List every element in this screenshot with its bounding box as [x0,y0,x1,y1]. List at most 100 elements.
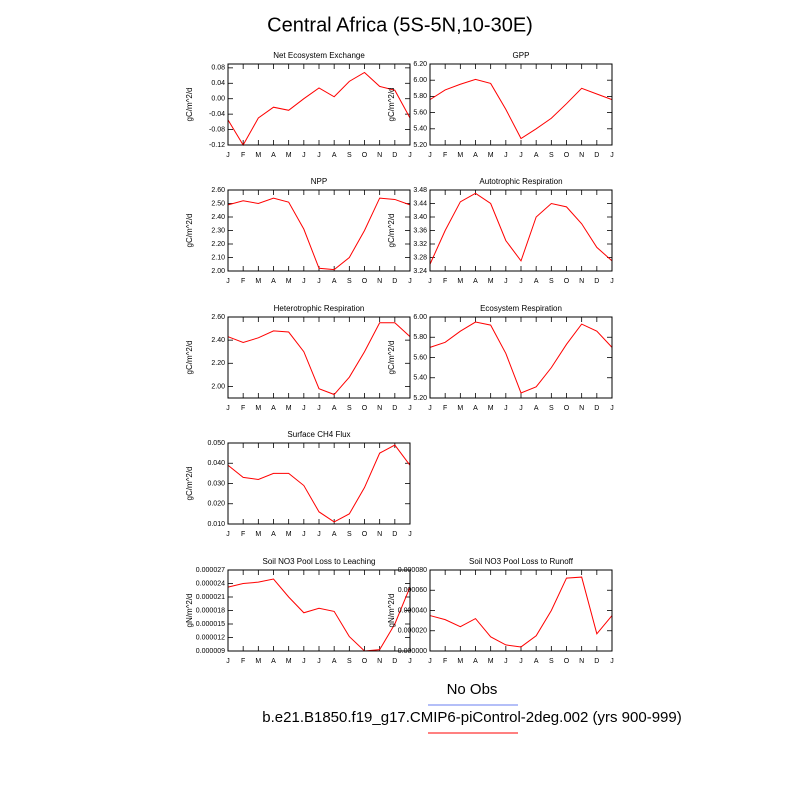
x-tick-label: M [457,152,463,159]
y-tick-label: 5.20 [413,395,427,402]
x-tick-label: N [377,278,382,285]
y-tick-label: 2.00 [211,383,225,390]
panel-title: Surface CH4 Flux [287,430,350,439]
x-tick-label: M [286,152,292,159]
data-line [429,192,613,265]
y-tick-label: 0.000060 [398,587,427,594]
y-tick-label: 6.00 [413,77,427,84]
x-tick-label: J [610,152,614,159]
x-tick-label: F [241,152,245,159]
x-tick-label: O [362,658,368,665]
y-axis-label: gC/m^2/d [387,214,396,248]
panel-title: Net Ecosystem Exchange [273,51,365,60]
x-tick-label: J [428,278,432,285]
x-tick-label: S [549,405,554,412]
y-tick-label: 0.08 [211,65,225,72]
x-tick-label: D [392,278,397,285]
y-tick-label: 0.000021 [196,594,225,601]
x-tick-label: M [286,658,292,665]
x-tick-label: N [377,152,382,159]
x-tick-label: J [317,531,321,538]
x-tick-label: M [255,278,261,285]
y-axis-label: gC/m^2/d [185,214,194,248]
x-tick-label: F [443,405,447,412]
x-tick-label: J [302,152,306,159]
y-tick-label: 2.40 [211,337,225,344]
x-tick-label: N [377,405,382,412]
y-tick-label: 2.40 [211,214,225,221]
plot-frame [227,316,411,399]
x-tick-label: M [286,531,292,538]
x-tick-label: M [255,405,261,412]
x-tick-label: J [226,405,230,412]
x-tick-label: J [317,405,321,412]
y-tick-label: 0.000020 [398,628,427,635]
data-line [227,322,411,396]
y-tick-label: 6.00 [413,314,427,321]
x-tick-label: A [534,658,539,665]
x-tick-label: D [594,658,599,665]
x-tick-label: J [317,658,321,665]
page-title: Central Africa (5S-5N,10-30E) [267,14,533,36]
x-tick-label: M [255,658,261,665]
y-tick-label: 0.000009 [196,648,225,655]
x-tick-label: D [392,531,397,538]
y-tick-label: 3.36 [413,227,427,234]
x-tick-label: A [332,405,337,412]
y-axis-label: gC/m^2/d [387,88,396,122]
x-tick-label: J [302,531,306,538]
x-tick-label: O [362,405,368,412]
plot-frame [227,569,411,652]
x-tick-label: M [255,152,261,159]
x-tick-label: O [564,278,570,285]
x-tick-label: M [457,405,463,412]
x-tick-label: J [408,405,412,412]
x-tick-label: S [347,278,352,285]
x-tick-label: A [332,278,337,285]
y-tick-label: 0.000000 [398,648,427,655]
plot-frame [429,569,613,652]
x-tick-label: J [408,531,412,538]
x-tick-label: M [457,658,463,665]
x-tick-label: F [241,658,245,665]
x-tick-label: O [564,405,570,412]
panel-title: Soil NO3 Pool Loss to Runoff [469,557,574,566]
x-tick-label: J [504,405,508,412]
x-tick-label: O [362,152,368,159]
x-tick-label: J [519,658,523,665]
y-tick-label: 0.000027 [196,567,225,574]
y-tick-label: 2.30 [211,227,225,234]
y-tick-label: 5.20 [413,142,427,149]
y-tick-label: 3.24 [413,268,427,275]
y-axis-label: gN/m^2/d [185,594,194,628]
x-tick-label: J [428,405,432,412]
legend-label: No Obs [447,681,498,698]
x-tick-label: J [610,658,614,665]
x-tick-label: M [488,152,494,159]
y-axis-label: gC/m^2/d [387,341,396,375]
y-tick-label: 3.32 [413,241,427,248]
x-tick-label: M [457,278,463,285]
x-tick-label: D [392,405,397,412]
x-tick-label: A [473,405,478,412]
x-tick-label: J [519,405,523,412]
x-tick-label: A [332,531,337,538]
x-tick-label: S [549,278,554,285]
legend-label: b.e21.B1850.f19_g17.CMIP6-piControl-2deg… [262,709,681,726]
data-line [227,71,411,146]
x-tick-label: J [408,152,412,159]
x-tick-label: J [428,658,432,665]
x-tick-label: F [241,278,245,285]
y-tick-label: 0.040 [207,460,225,467]
x-tick-label: M [286,405,292,412]
x-tick-label: J [226,278,230,285]
x-tick-label: J [519,278,523,285]
x-tick-label: J [226,658,230,665]
plot-frame [227,63,411,146]
panel-title: NPP [311,177,327,186]
y-tick-label: 5.40 [413,126,427,133]
y-tick-label: 2.20 [211,241,225,248]
y-tick-label: 0.000018 [196,607,225,614]
x-tick-label: F [241,531,245,538]
